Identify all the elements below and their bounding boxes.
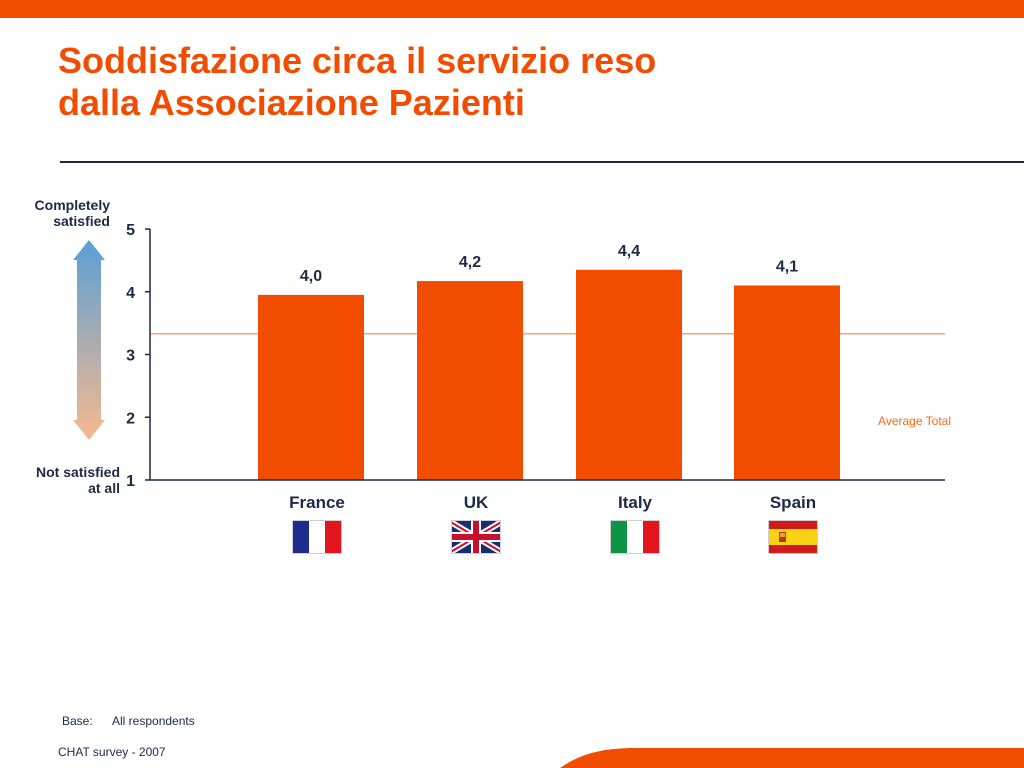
footer-source: CHAT survey - 2007 — [58, 745, 166, 759]
category-label-italy: Italy — [618, 493, 653, 512]
france-flag-icon — [292, 520, 342, 554]
bar-france — [258, 294, 364, 480]
category-label-spain: Spain — [770, 493, 816, 512]
corner-swoosh-decoration — [560, 748, 1024, 768]
footer-base-value: All respondents — [112, 714, 195, 728]
bar-italy — [576, 269, 682, 480]
category-label-uk: UK — [464, 493, 489, 512]
title-divider — [60, 161, 1024, 163]
y-tick-label-2: 2 — [126, 410, 135, 427]
bar-uk — [417, 281, 523, 480]
data-label-spain: 4,1 — [776, 258, 798, 275]
y-tick-label-1: 1 — [126, 473, 135, 490]
top-accent-bar — [0, 0, 1024, 18]
page-title: Soddisfazione circa il servizio reso dal… — [58, 40, 656, 124]
data-label-uk: 4,2 — [459, 254, 481, 271]
uk-flag-icon — [451, 520, 501, 554]
y-tick-label-4: 4 — [126, 285, 135, 302]
category-label-france: France — [289, 493, 345, 512]
italy-flag-icon — [610, 520, 660, 554]
page-title-line-2: dalla Associazione Pazienti — [58, 82, 525, 123]
scale-label-bottom: Not satisfied at all — [36, 464, 120, 496]
scale-label-bottom-line-1: Not satisfied — [35, 464, 120, 480]
page-title-line-1: Soddisfazione circa il servizio reso — [58, 40, 657, 81]
spain-flag-icon — [768, 520, 818, 554]
bar-spain — [734, 285, 840, 480]
scale-label-top-line-1: Completely — [34, 197, 110, 213]
satisfaction-scale-arrow-icon — [73, 240, 105, 440]
data-label-italy: 4,4 — [618, 243, 640, 260]
average-total-label: Average Total — [878, 414, 951, 428]
footer-base: Base: All respondents — [62, 714, 195, 728]
y-tick-label-5: 5 — [126, 222, 135, 239]
scale-label-bottom-line-2: at all — [88, 480, 120, 496]
y-tick-label-3: 3 — [126, 348, 135, 365]
scale-label-top: Completely satisfied — [35, 197, 110, 229]
data-label-france: 4,0 — [300, 268, 322, 285]
footer-base-label: Base: — [62, 714, 93, 728]
scale-label-top-line-2: satisfied — [53, 213, 110, 229]
